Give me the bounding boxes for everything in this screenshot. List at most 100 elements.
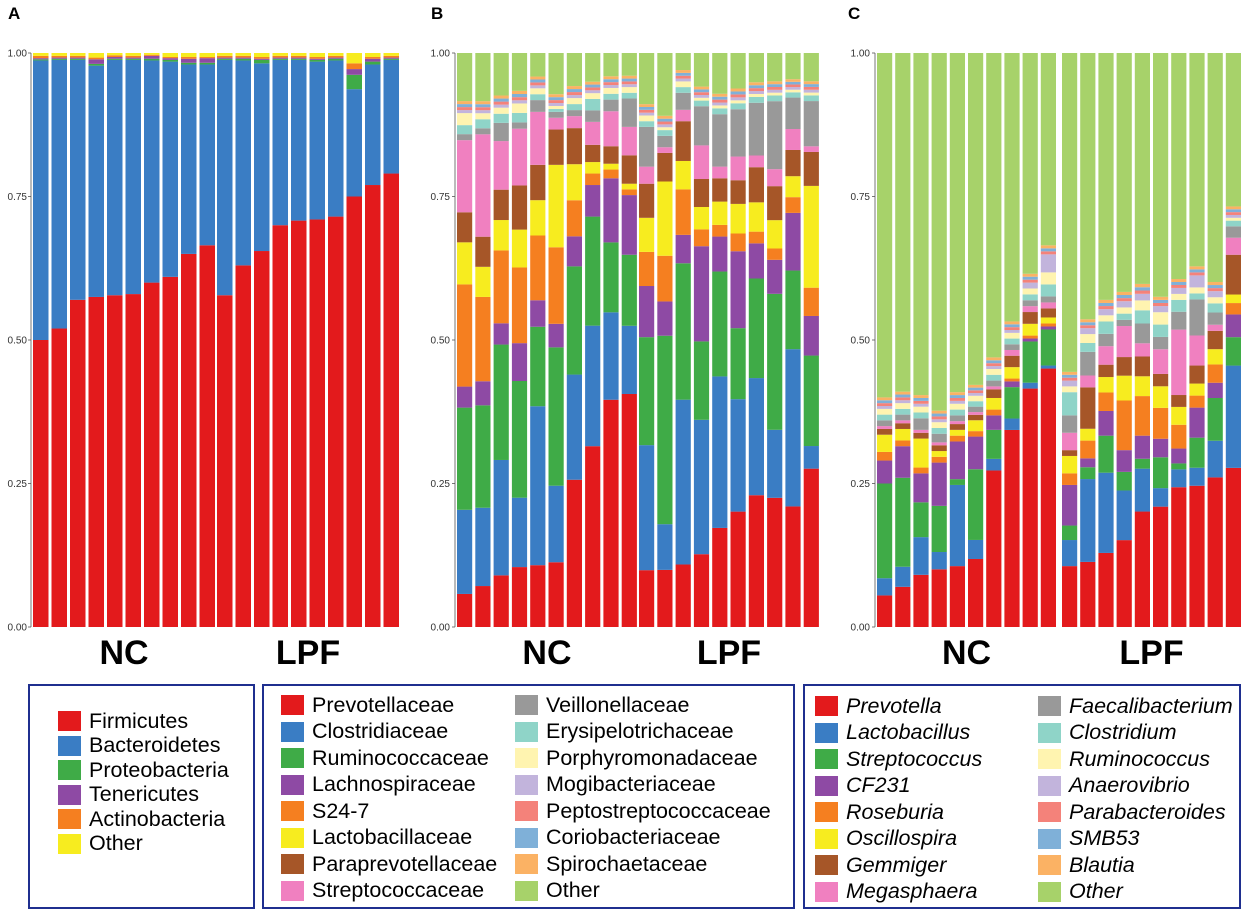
bar-segment: [877, 460, 893, 484]
bar-segment: [1004, 327, 1020, 331]
legend-swatch: [815, 749, 838, 770]
bar-segment: [639, 126, 655, 167]
bar-segment: [895, 391, 911, 395]
legend-label: Streptococcus: [846, 746, 983, 771]
bar-segment: [457, 386, 473, 408]
bar-segment: [217, 295, 233, 627]
bar-segment: [566, 200, 582, 237]
bar-segment: [235, 53, 251, 56]
bar-segment: [1225, 206, 1241, 210]
legend-item-prevotellaceae: Prevotellaceae: [281, 692, 497, 719]
bar-segment: [548, 562, 564, 627]
bar-segment: [949, 392, 965, 396]
bar-segment: [199, 62, 215, 65]
bar-segment: [657, 255, 673, 302]
legend-item-prevotella: Prevotella: [815, 693, 982, 720]
bar-segment: [603, 242, 619, 313]
legend-swatch: [281, 721, 304, 742]
bar-segment: [693, 53, 710, 87]
bar-segment: [457, 284, 473, 387]
bar-segment: [585, 216, 601, 326]
bar-segment: [1171, 287, 1187, 294]
bar-segment: [1040, 365, 1056, 369]
bar-segment: [748, 88, 764, 92]
bar-segment: [1080, 428, 1096, 441]
bar-segment: [493, 98, 509, 102]
bar-segment: [548, 247, 564, 324]
legend-item-firmicutes: Firmicutes: [58, 709, 229, 734]
bar-segment: [877, 397, 893, 401]
bar-segment: [1207, 364, 1223, 383]
bar-segment: [548, 485, 564, 563]
bar-segment: [475, 53, 491, 102]
bar-segment: [803, 446, 819, 469]
bar-segment: [144, 60, 160, 283]
bar-segment: [309, 219, 325, 627]
bar-segment: [639, 104, 655, 107]
bar-segment: [254, 53, 270, 58]
bar-segment: [309, 59, 325, 62]
bar-segment: [107, 57, 123, 59]
bar-segment: [1040, 326, 1056, 330]
bar-segment: [931, 413, 947, 417]
bar-segment: [1080, 325, 1096, 329]
bar-segment: [548, 117, 564, 130]
bar-segment: [748, 82, 764, 86]
bar-segment: [217, 59, 233, 296]
y-tick-label: 0.00: [851, 623, 871, 634]
legend-swatch: [281, 801, 304, 822]
bar-segment: [1040, 245, 1056, 249]
bar-segment: [1153, 336, 1169, 350]
bar-segment: [1134, 468, 1150, 512]
bar-segment: [457, 242, 473, 285]
bar-segment: [1022, 276, 1038, 280]
bar-segment: [621, 195, 637, 255]
bar-segment: [657, 335, 673, 525]
bar-segment: [144, 53, 160, 55]
legend-label: Prevotella: [846, 693, 942, 718]
legend-label: Porphyromonadaceae: [546, 745, 758, 770]
bar-segment: [1080, 351, 1096, 376]
bar-segment: [254, 57, 270, 59]
bar-segment: [693, 97, 710, 101]
bar-segment: [475, 101, 491, 105]
bar-segment: [1098, 392, 1114, 411]
bar-segment: [931, 462, 947, 506]
y-tick-label: 0.50: [851, 336, 871, 347]
bar-segment: [968, 387, 984, 391]
bar-segment: [1062, 386, 1078, 393]
bar-segment: [639, 112, 655, 116]
bar-segment: [530, 164, 546, 201]
bar-segment: [767, 101, 783, 170]
bar-segment: [1022, 312, 1038, 324]
bar-segment: [511, 381, 528, 498]
bar-segment: [1004, 355, 1020, 368]
bar-segment: [895, 400, 911, 404]
legend-swatch: [815, 855, 838, 876]
bar-segment: [712, 236, 728, 272]
bar-segment: [785, 79, 801, 82]
bar-segment: [712, 166, 728, 179]
bar-segment: [566, 479, 582, 627]
bar-segment: [125, 55, 141, 58]
bar-segment: [968, 401, 984, 407]
bar-segment: [566, 95, 582, 99]
legend-item-ruminococcus: Ruminococcus: [1038, 746, 1233, 773]
bar-segment: [291, 59, 307, 221]
legend-swatch: [281, 854, 304, 875]
bar-segment: [1189, 365, 1205, 384]
bar-segment: [1004, 330, 1020, 333]
bar-segment: [931, 410, 947, 414]
bar-segment: [181, 253, 197, 627]
legend-item-clostridium: Clostridium: [1038, 720, 1233, 747]
bar-segment: [949, 403, 965, 410]
bar-segment: [88, 59, 104, 64]
bar-segment: [309, 58, 325, 60]
group-label-nc: NC: [522, 634, 571, 672]
bar-segment: [712, 93, 728, 97]
bar-segment: [585, 53, 601, 82]
bar-segment: [1153, 296, 1169, 300]
legend-label: Other: [546, 878, 600, 903]
group-label-lpf: LPF: [276, 634, 340, 672]
stacked-bar-charts: 0.00 0.25 0.50 0.75 1.00 NC LPF 0.00 0.25 0.50 0.7…: [8, 49, 1241, 672]
